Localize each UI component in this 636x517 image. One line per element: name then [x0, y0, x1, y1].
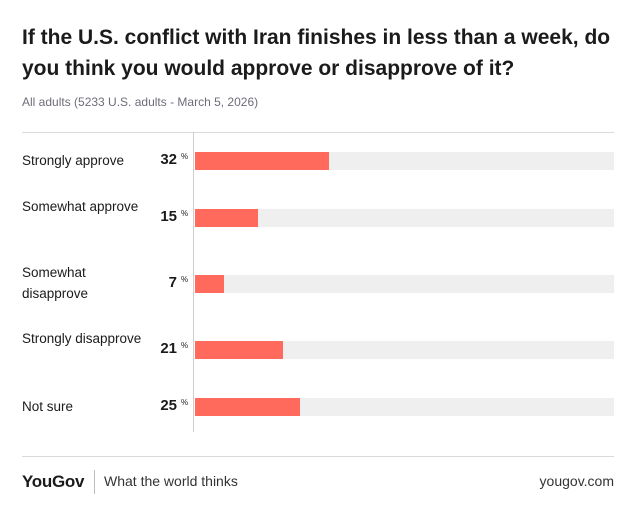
top-divider [22, 132, 614, 133]
data-label: 32 [160, 151, 177, 168]
bar-track [195, 209, 614, 227]
footer-url-link[interactable]: yougov.com [539, 473, 614, 489]
category-label: Not sure [22, 399, 74, 414]
bar [195, 275, 224, 293]
data-label: 15 [160, 208, 177, 225]
yougov-logo[interactable]: YouGov [22, 472, 85, 491]
percent-sign: % [181, 341, 189, 350]
percent-sign: % [181, 398, 189, 407]
bar-axis-line [193, 132, 194, 432]
category-label: Somewhat approve [22, 199, 139, 214]
chart-title: If the U.S. conflict with Iran finishes … [22, 26, 611, 80]
bar-track [195, 275, 614, 293]
data-label: 25 [160, 397, 177, 414]
footer-tagline: What the world thinks [104, 473, 238, 489]
bar [195, 398, 300, 416]
bar-track [195, 398, 614, 416]
bar-track [195, 341, 614, 359]
data-label: 21 [160, 340, 177, 357]
percent-sign: % [181, 275, 189, 284]
percent-sign: % [181, 209, 189, 218]
bar [195, 341, 283, 359]
chart-subtitle: All adults (5233 U.S. adults - March 5, … [22, 95, 259, 109]
bar [195, 209, 258, 227]
bar [195, 152, 329, 170]
data-label: 7 [168, 274, 177, 291]
footer-divider [22, 456, 614, 457]
footer-separator [94, 470, 95, 494]
category-label: Somewhat disapprove [22, 265, 89, 301]
bar-track [195, 152, 614, 170]
percent-sign: % [181, 152, 189, 161]
category-label: Strongly approve [22, 153, 125, 168]
category-label: Strongly disapprove [22, 331, 142, 346]
